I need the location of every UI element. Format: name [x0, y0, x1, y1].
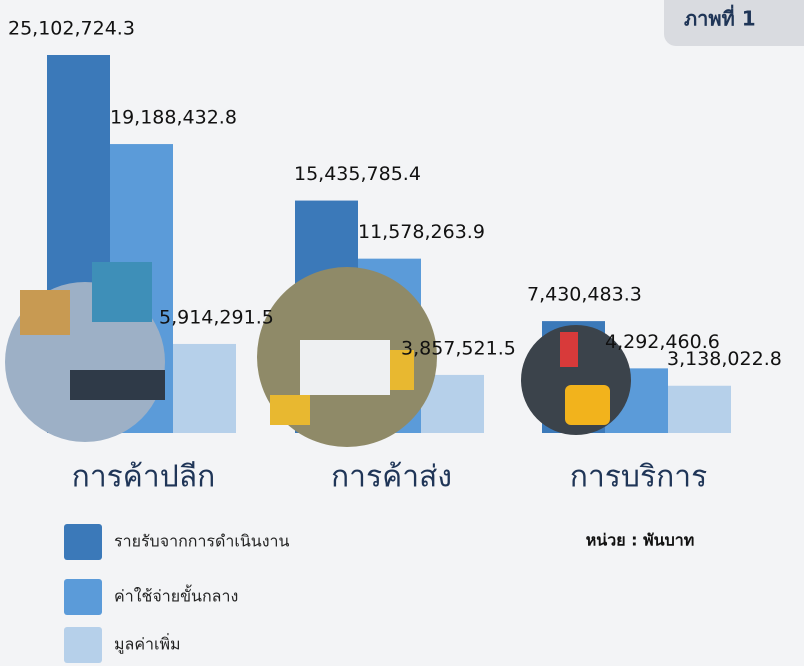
- legend-swatch: [64, 579, 102, 615]
- retail-counter: [70, 370, 165, 400]
- retail-shelf: [20, 290, 70, 335]
- wholesale-cab: [390, 350, 414, 390]
- value-label: 25,102,724.3: [8, 18, 135, 40]
- title-box: [664, 0, 804, 46]
- category-label: การบริการ: [570, 460, 707, 495]
- bar: [173, 343, 236, 433]
- service-machine: [565, 385, 610, 425]
- value-label: 3,857,521.5: [401, 337, 516, 359]
- wholesale-forklift: [270, 395, 310, 425]
- title: ภาพที่ 1: [684, 4, 756, 31]
- service-door: [560, 332, 578, 367]
- legend: รายรับจากการดำเนินงานค่าใช้จ่ายขั้นกลางม…: [64, 524, 290, 663]
- legend-label: ค่าใช้จ่ายขั้นกลาง: [114, 585, 238, 606]
- retail-fridge: [92, 262, 152, 322]
- legend-label: รายรับจากการดำเนินงาน: [114, 532, 290, 551]
- legend-swatch: [64, 524, 102, 560]
- value-label: 3,138,022.8: [667, 348, 782, 370]
- category-label: การค้าปลีก: [72, 460, 216, 495]
- value-label: 19,188,432.8: [110, 107, 237, 129]
- value-label: 5,914,291.5: [159, 306, 274, 328]
- value-label: 4,292,460.6: [605, 331, 720, 353]
- unit-label: หน่วย : พันบาท: [586, 531, 695, 550]
- category-label: การค้าส่ง: [331, 460, 452, 495]
- value-label: 7,430,483.3: [527, 284, 642, 306]
- bar: [668, 385, 731, 433]
- legend-swatch: [64, 627, 102, 663]
- value-label: 11,578,263.9: [358, 221, 485, 243]
- value-labels: 25,102,724.3 19,188,432.8 5,914,291.5 การค้…: [8, 18, 782, 495]
- wholesale-truck: [300, 340, 390, 395]
- value-label: 15,435,785.4: [294, 163, 421, 185]
- legend-label: มูลค่าเพิ่ม: [114, 633, 181, 655]
